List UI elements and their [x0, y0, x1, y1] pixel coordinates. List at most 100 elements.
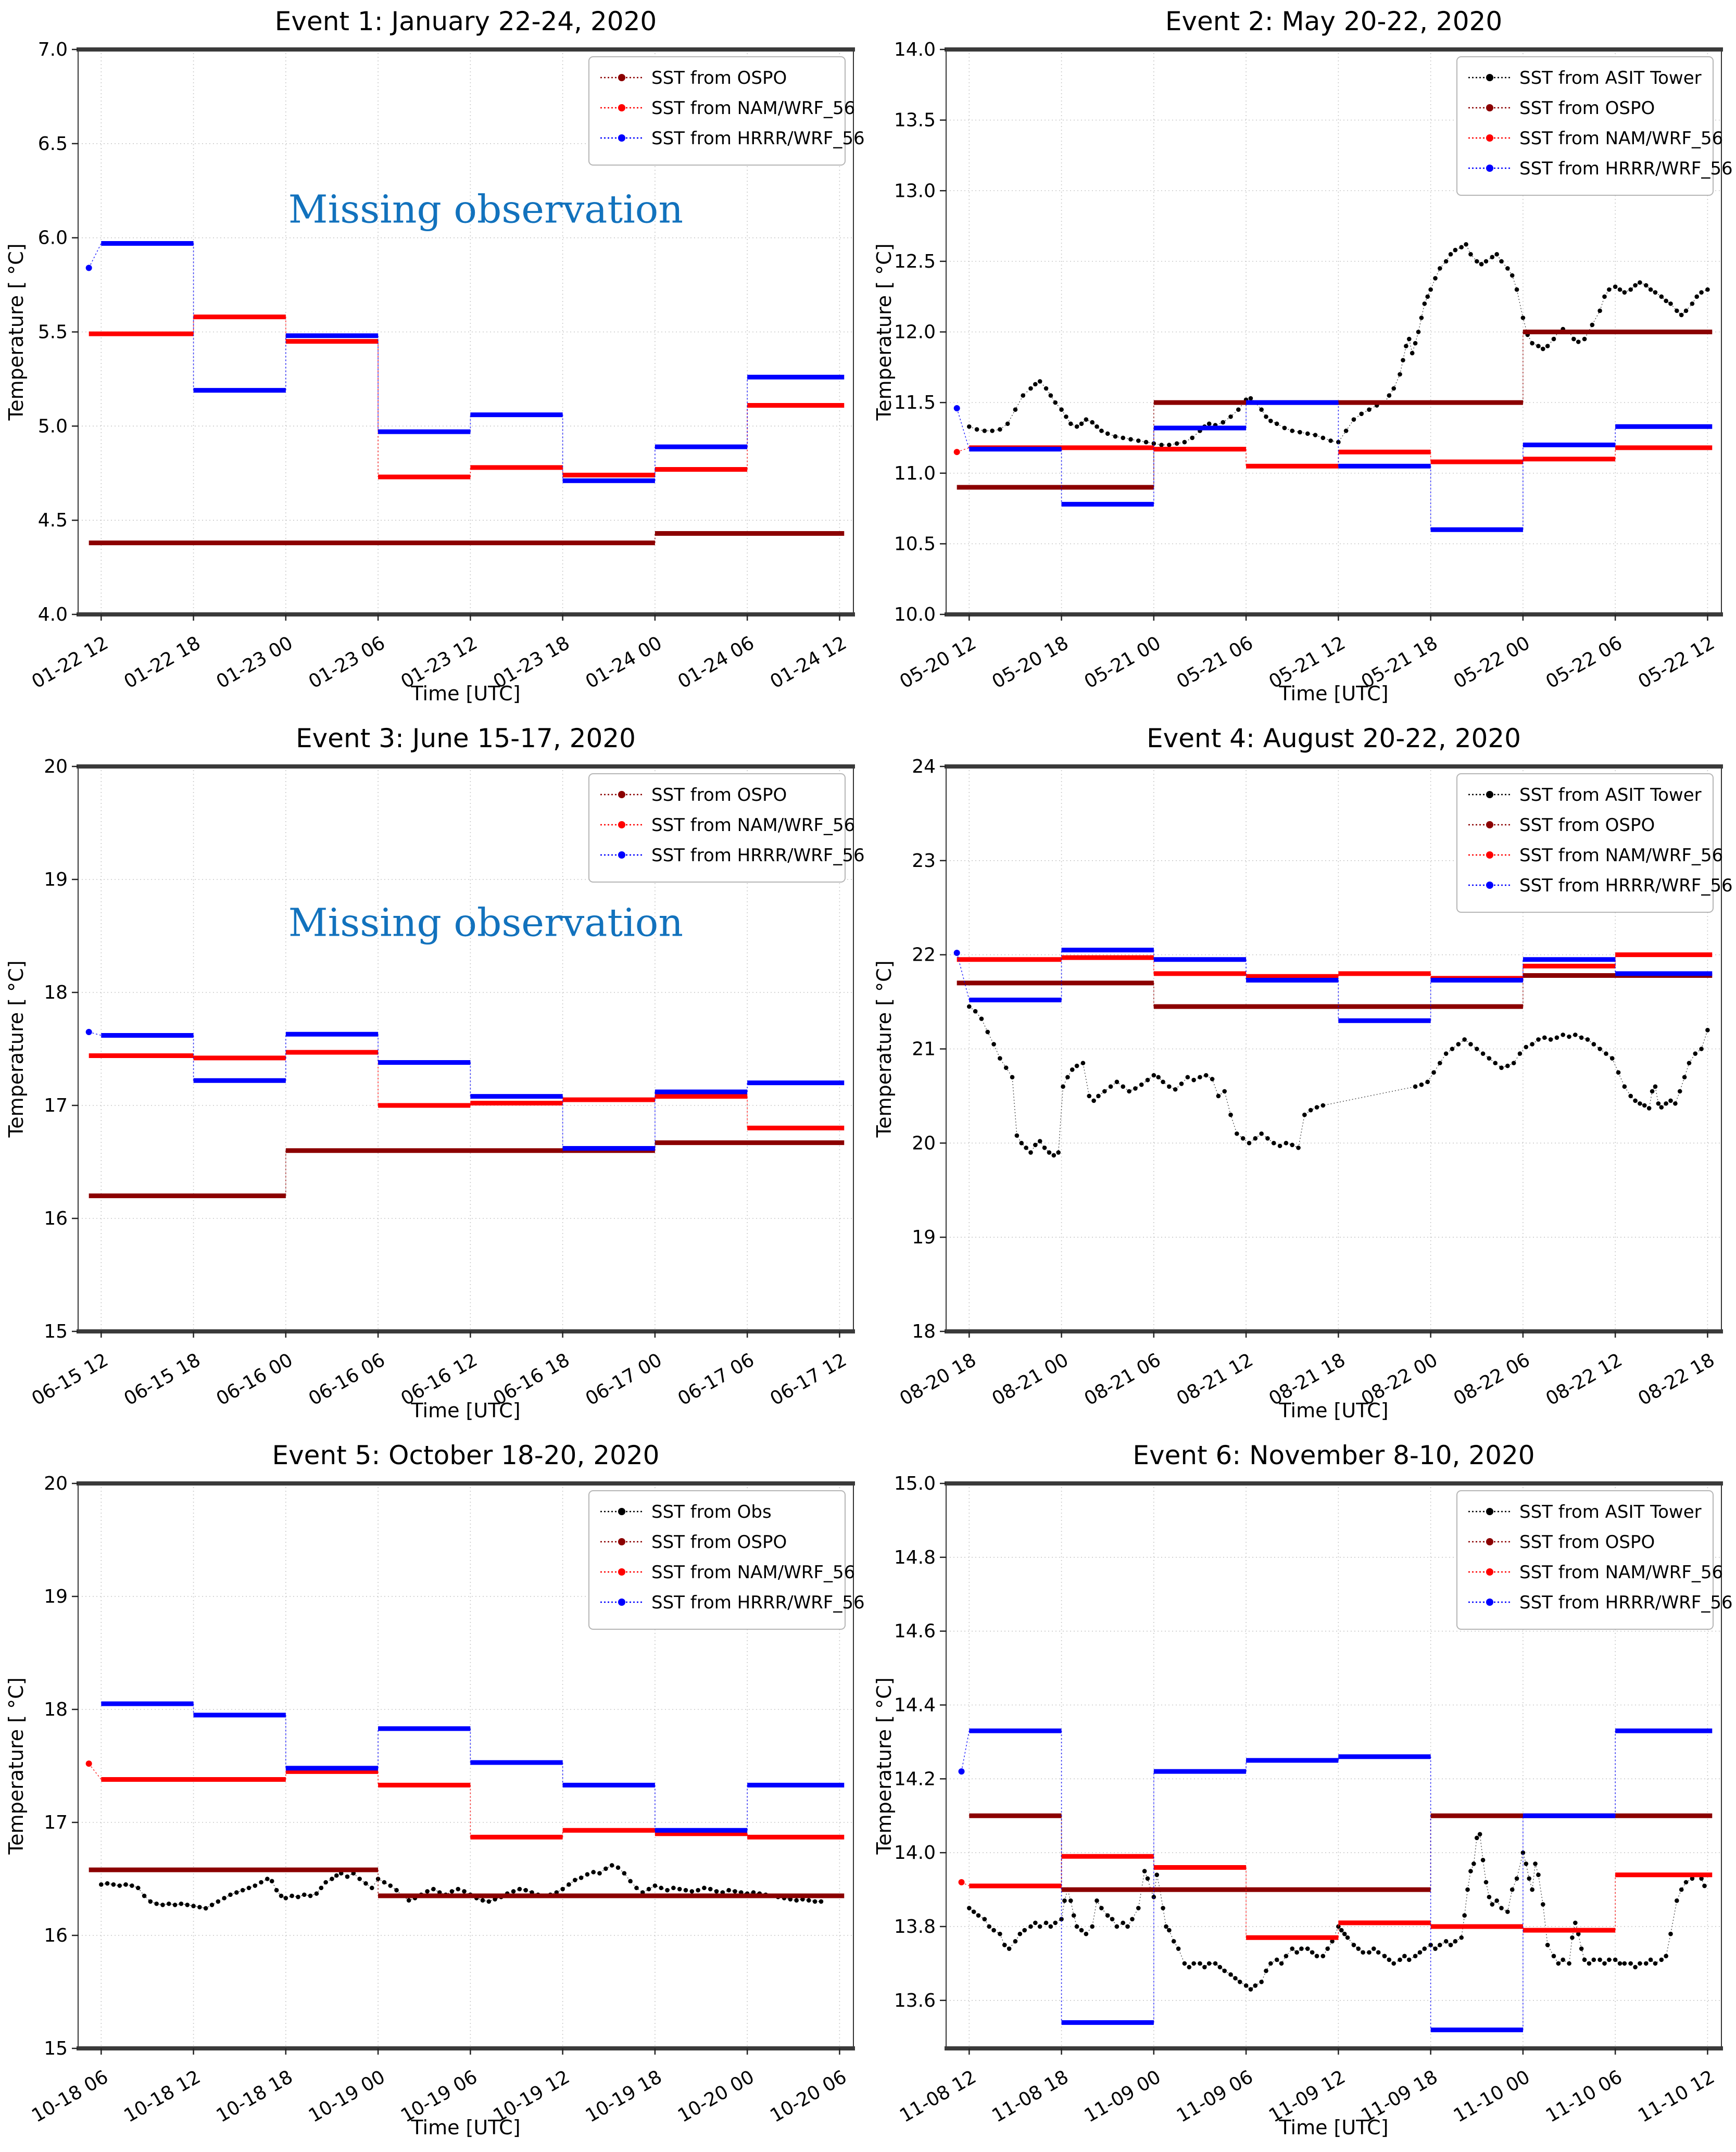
series-point [1422, 301, 1427, 306]
series-point [1037, 379, 1042, 384]
series-point [1450, 1047, 1455, 1051]
x-tick-label: 08-22 06 [1450, 1349, 1534, 1410]
series-point [1653, 1084, 1658, 1089]
series-point [1028, 386, 1033, 391]
series-point [807, 1898, 811, 1903]
series-point [197, 1905, 202, 1910]
series-point [1480, 1051, 1486, 1056]
series-point [1705, 287, 1710, 292]
series-point [1313, 433, 1318, 437]
x-tick-label: 08-20 18 [896, 1349, 980, 1410]
series-point [1416, 330, 1421, 334]
series-point [1659, 1957, 1664, 1962]
y-tick-label: 24 [912, 756, 936, 777]
series-point [1471, 1861, 1476, 1866]
series-start-dot [85, 1028, 92, 1035]
y-tick-label: 18 [44, 1699, 68, 1720]
series-point [1579, 1946, 1584, 1951]
y-axis: 10.0 10.5 11.0 11.5 12.0 12.5 13.0 13.5 14.0 [894, 39, 946, 625]
series-point [1007, 1946, 1012, 1951]
x-tick-label: 06-17 06 [674, 1349, 758, 1410]
series-point [1182, 1961, 1187, 1966]
series-point [1633, 283, 1638, 288]
series-point [1033, 1142, 1038, 1148]
event-5-panel: 15 16 17 18 19 20 Temperature [ °C] 10-18 06 10-… [0, 1434, 868, 2151]
event-2-chart: 10.0 10.5 11.0 11.5 12.0 12.5 13.0 13.5 14.0 Temp… [873, 6, 1733, 705]
series-point [357, 1877, 362, 1881]
series-point [1443, 1939, 1449, 1944]
series-sst-from-ospo [89, 1867, 845, 1898]
series-point [1127, 1089, 1131, 1094]
series-point [1431, 1070, 1436, 1075]
series-point [1653, 1961, 1658, 1966]
series-point [1664, 298, 1668, 304]
series-point [1582, 336, 1587, 342]
legend-label: SST from OSPO [651, 1532, 787, 1553]
y-tick-label: 13.6 [894, 1990, 936, 2011]
series-point [971, 1909, 976, 1914]
series-point [99, 1882, 104, 1887]
series-point [1105, 431, 1110, 436]
series-sst-from-ospo [89, 1140, 845, 1199]
series-point [1602, 294, 1607, 299]
legend-marker-dot [1486, 134, 1493, 142]
series-point [1024, 1146, 1028, 1150]
series-point [1221, 420, 1226, 425]
series-point [1638, 280, 1642, 285]
series-point [560, 1886, 565, 1892]
series-point [708, 1886, 713, 1892]
series-point [812, 1899, 817, 1904]
x-tick-label: 08-22 18 [1634, 1349, 1718, 1410]
series-connector [961, 1882, 970, 1886]
series-point [517, 1886, 522, 1892]
series-point [1464, 242, 1468, 247]
series-point [1314, 1954, 1319, 1959]
series-point [1561, 1033, 1566, 1037]
series-point [1351, 417, 1356, 422]
series-point [1545, 1943, 1550, 1947]
x-axis: 08-20 18 08-21 00 08-21 06 08-21 12 08-21 18… [896, 1331, 1718, 1410]
series-point [1296, 1146, 1301, 1150]
series-point [1367, 407, 1372, 412]
x-tick-label: 08-21 12 [1173, 1349, 1257, 1410]
series-sst-from-asit-tower [967, 1004, 1710, 1158]
series-point [1065, 1075, 1070, 1080]
series-point [1216, 1093, 1221, 1099]
legend-marker-dot [1486, 1508, 1493, 1515]
series-point [1425, 1079, 1430, 1085]
series-point [203, 1906, 208, 1911]
series-point [1059, 407, 1064, 412]
x-tick-label: 10-20 06 [766, 2066, 850, 2126]
series-point [1410, 350, 1415, 356]
series-point [209, 1903, 215, 1907]
series-sst-from-hrrr-wrf-56 [85, 1028, 845, 1151]
series-point [603, 1866, 608, 1871]
x-tick-label: 05-21 00 [1081, 632, 1165, 693]
series-point [1406, 1957, 1412, 1962]
legend-box [588, 773, 846, 883]
series-point [1236, 407, 1241, 412]
legend-marker-dot [618, 851, 625, 859]
series-point [1167, 443, 1172, 447]
series-point [973, 1009, 978, 1014]
series-point [1505, 1909, 1510, 1914]
series-point [1438, 1061, 1442, 1065]
series-point [1164, 1924, 1168, 1929]
series-point [1113, 434, 1118, 439]
series-point [301, 1892, 307, 1897]
series-point [1102, 1089, 1107, 1094]
series-point [1043, 386, 1049, 391]
series-point [319, 1885, 324, 1891]
series-point [1080, 1061, 1086, 1065]
series-point [1607, 1957, 1612, 1962]
series-sst-from-nam-wrf-56 [85, 1760, 845, 1840]
x-tick-label: 05-20 18 [988, 632, 1072, 693]
series-point [1494, 252, 1499, 257]
series-point [609, 1863, 614, 1868]
chart-title: Event 6: November 8-10, 2020 [1133, 1440, 1534, 1470]
series-point [1638, 1101, 1642, 1106]
series-point [1174, 441, 1179, 446]
series-point [1509, 273, 1515, 278]
series-point [1514, 1876, 1519, 1881]
